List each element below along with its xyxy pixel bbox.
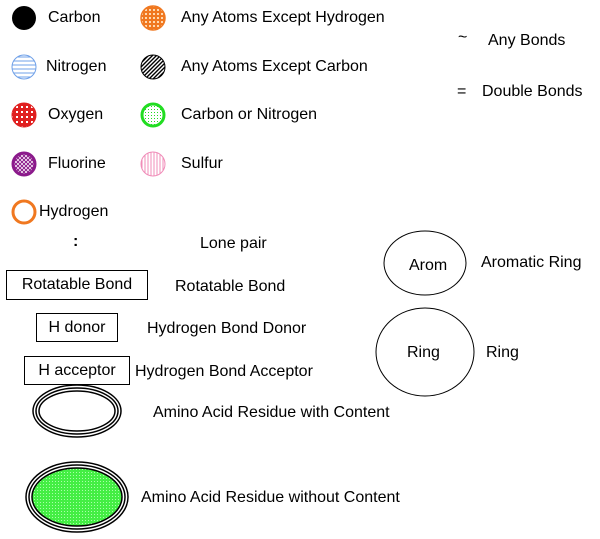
residue-without-content-mid [28, 464, 126, 530]
h-donor-box: H donor [36, 313, 118, 342]
carbon-atom-icon [12, 6, 36, 30]
aromatic-ring-icon [383, 230, 467, 296]
double-bond-symbol: = [457, 83, 467, 100]
h-acceptor-box: H acceptor [24, 356, 130, 385]
rotatable-bond-box: Rotatable Bond [6, 270, 148, 300]
ring-label: Ring [486, 344, 519, 361]
lone-pair-symbol: : [73, 233, 79, 250]
aromatic-ring-label: Aromatic Ring [481, 254, 582, 271]
oxygen-atom-icon [11, 102, 37, 128]
any-atom-except-carbon-label: Any Atoms Except Carbon [181, 58, 368, 75]
carbon-or-nitrogen-icon [140, 102, 166, 128]
residue-without-content-inner [31, 467, 123, 527]
carbon-label: Carbon [48, 9, 101, 26]
sulfur-atom-icon [140, 151, 166, 177]
any-atom-except-hydrogen-label: Any Atoms Except Hydrogen [181, 9, 385, 26]
carbon-or-nitrogen-label: Carbon or Nitrogen [181, 106, 318, 123]
any-atom-except-carbon-icon [140, 54, 166, 80]
hydrogen-atom-icon [11, 199, 37, 225]
fluorine-label: Fluorine [48, 155, 106, 172]
residue-with-content-label: Amino Acid Residue with Content [153, 404, 390, 421]
double-bond-label: Double Bonds [482, 83, 583, 100]
ring-icon [375, 307, 475, 397]
any-bond-symbol: ~ [458, 29, 468, 46]
residue-without-content-label: Amino Acid Residue without Content [141, 489, 400, 506]
any-bond-label: Any Bonds [488, 32, 566, 49]
aromatic-ring-symbol-text: Arom [409, 257, 448, 274]
h-donor-label: Hydrogen Bond Donor [147, 320, 307, 337]
hydrogen-label: Hydrogen [39, 203, 109, 220]
nitrogen-atom-icon [11, 54, 37, 80]
oxygen-label: Oxygen [48, 106, 104, 123]
nitrogen-label: Nitrogen [46, 58, 107, 75]
rotatable-bond-label: Rotatable Bond [175, 278, 286, 295]
h-acceptor-label: Hydrogen Bond Acceptor [135, 363, 313, 380]
lone-pair-label: Lone pair [200, 235, 267, 252]
sulfur-label: Sulfur [181, 155, 223, 172]
any-atom-except-hydrogen-icon [140, 5, 166, 31]
residue-with-content-mid [35, 387, 119, 435]
fluorine-atom-icon [11, 151, 37, 177]
residue-with-content-inner [38, 390, 116, 432]
ring-symbol-text: Ring [407, 344, 440, 361]
